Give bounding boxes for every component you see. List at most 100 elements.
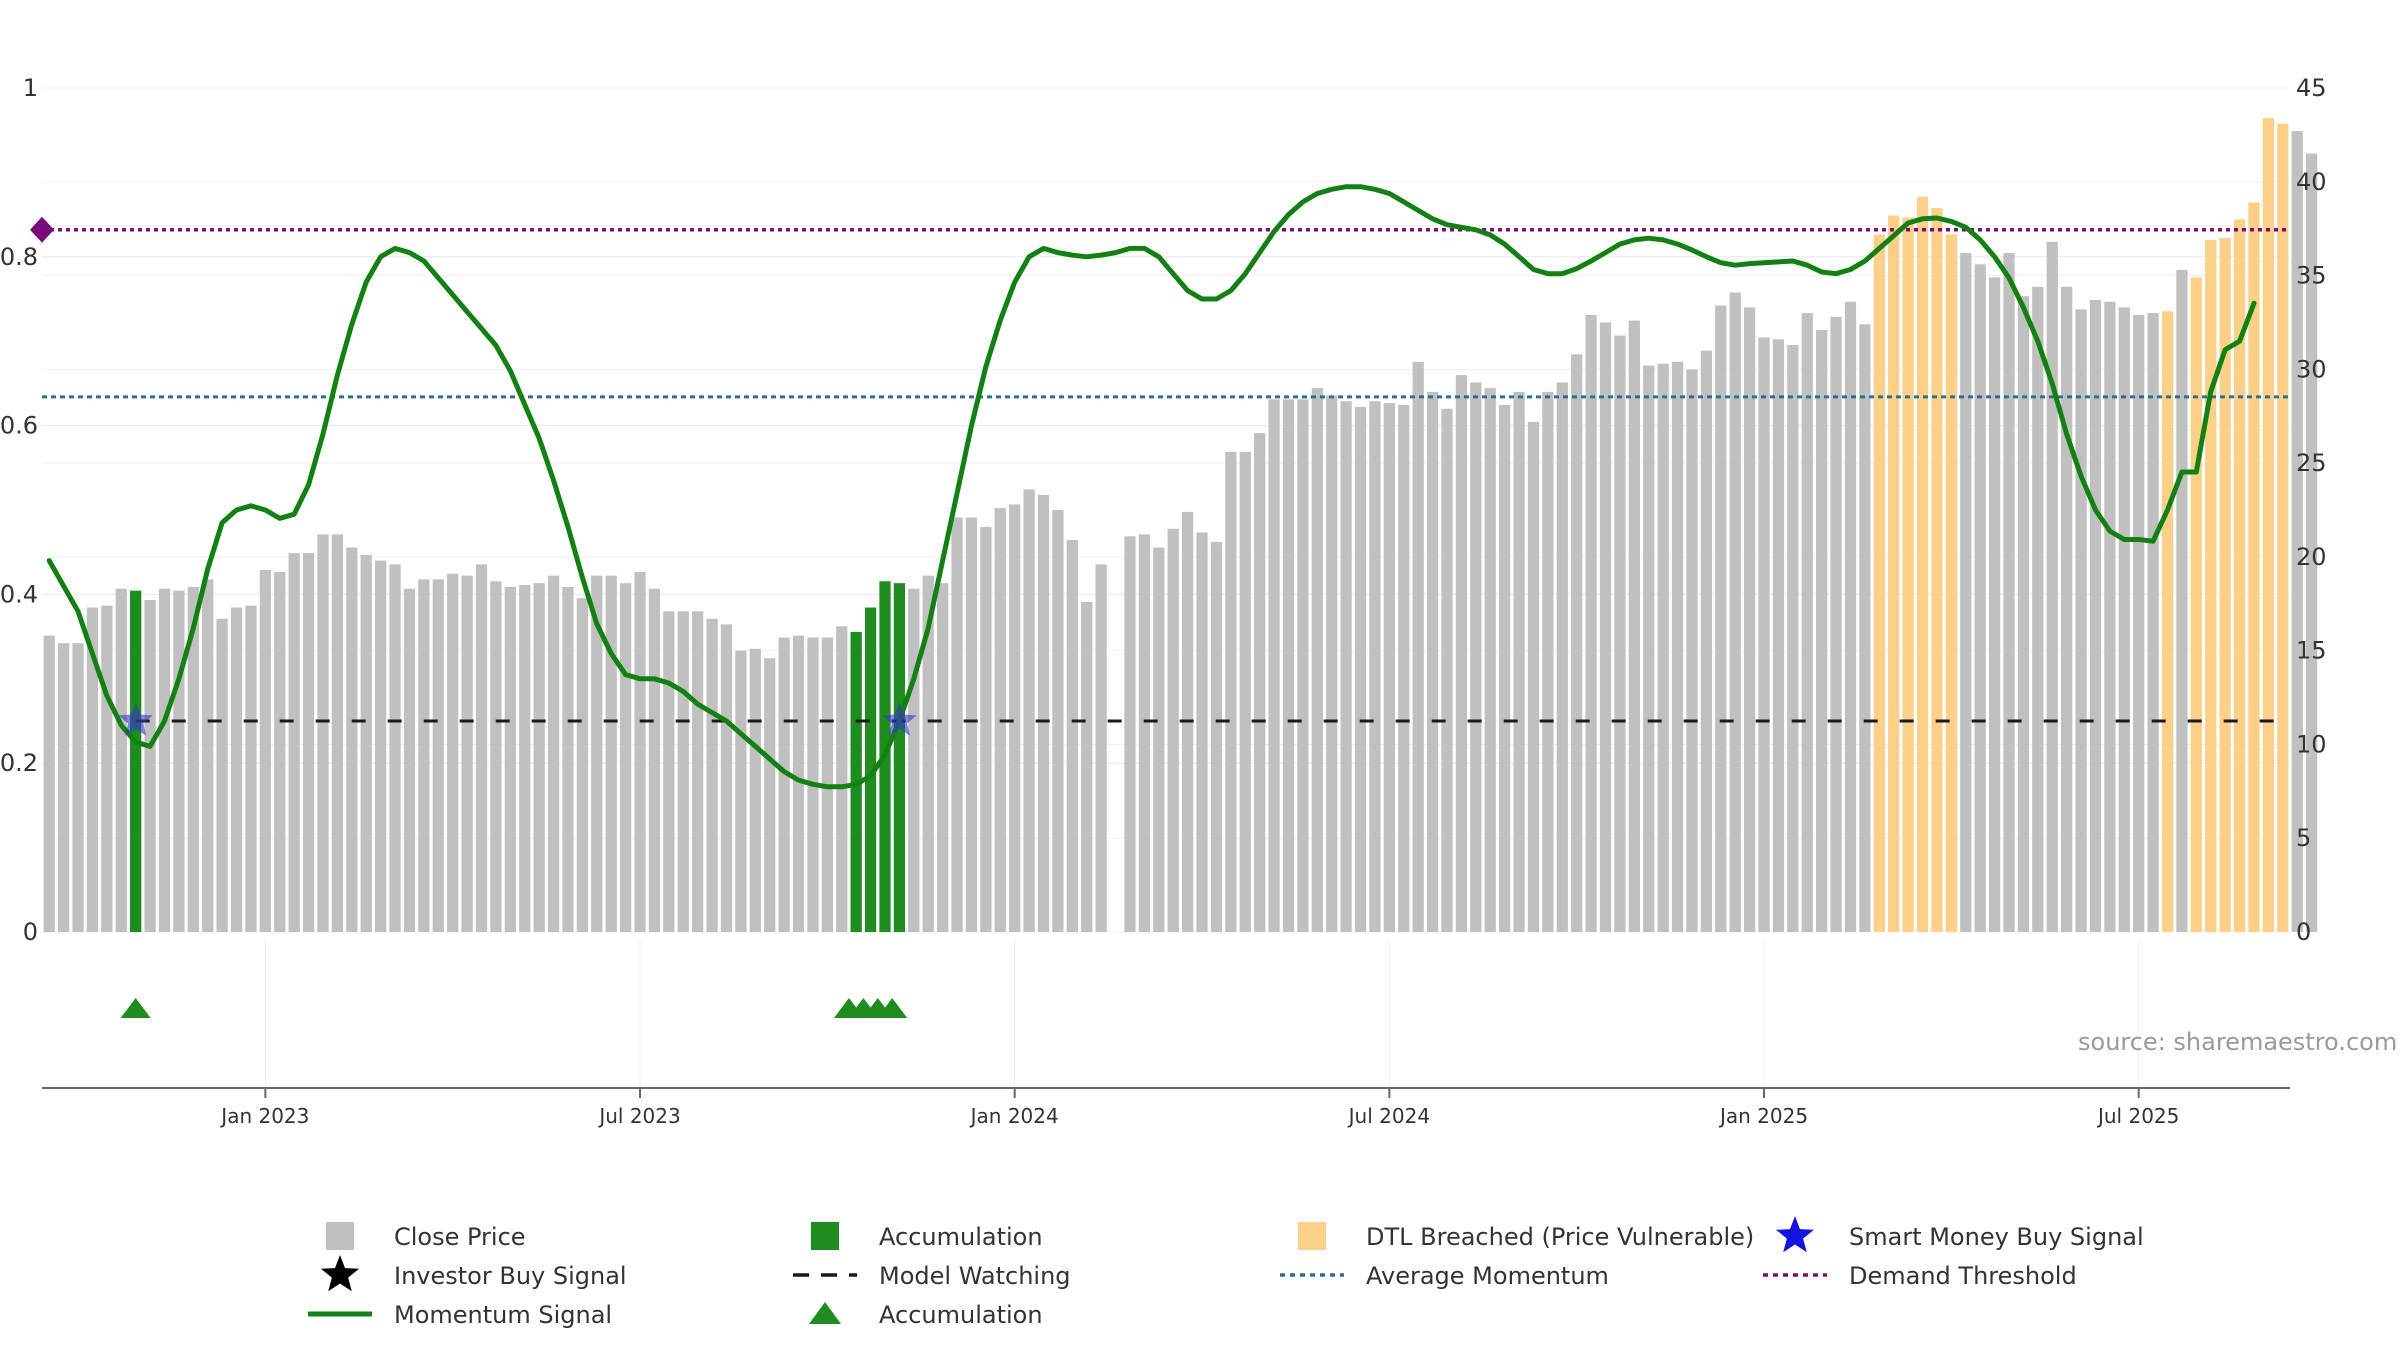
close-price-bar: [2176, 269, 2188, 932]
dtl-breached-bar: [1888, 215, 1900, 933]
close-price-bar: [1455, 374, 1468, 933]
close-price-bar: [144, 600, 156, 932]
close-price-bar: [922, 575, 934, 932]
close-price-bar: [1095, 564, 1107, 932]
close-price-bar: [1801, 313, 1813, 932]
close-price-bar: [576, 598, 588, 932]
close-price-bar: [216, 618, 228, 932]
y-left-tick-label: 0.4: [0, 580, 38, 608]
close-price-bar: [706, 618, 718, 932]
x-tick-label: Jul 2023: [597, 1104, 680, 1128]
dtl-breached-bar: [1916, 196, 1929, 932]
close-price-bar: [288, 553, 300, 932]
close-price-bar: [1513, 391, 1525, 933]
close-price-bar: [1239, 451, 1251, 932]
close-price-bar: [634, 571, 646, 932]
close-price-bar: [461, 575, 473, 932]
close-price-bar: [792, 635, 805, 932]
close-price-bar: [1167, 528, 1179, 932]
close-price-bar: [677, 611, 689, 932]
close-price-bar: [1787, 344, 1799, 932]
close-price-bar: [1124, 536, 1136, 932]
close-price-bar: [1643, 365, 1655, 933]
legend-swatch-square: [1298, 1222, 1326, 1250]
close-price-bar: [1081, 601, 1093, 932]
close-price-bar: [230, 607, 243, 932]
dtl-breached-bar: [1945, 234, 1957, 933]
y-left-tick-label: 0.6: [0, 412, 38, 440]
close-price-bar: [1153, 547, 1165, 932]
close-price-bar: [2147, 313, 2159, 932]
x-tick-label: Jan 2024: [969, 1104, 1059, 1128]
close-price-bar: [749, 648, 761, 932]
close-price-bar: [1556, 382, 1568, 933]
dtl-breached-bar: [2219, 238, 2231, 933]
close-price-bar: [720, 624, 733, 932]
close-price-bar: [1138, 534, 1150, 932]
close-price-bar: [533, 583, 545, 932]
accumulation-bar: [864, 607, 877, 932]
close-price-bar: [778, 637, 790, 932]
close-price-bar: [2061, 286, 2073, 932]
close-price-bar: [692, 611, 704, 932]
close-price-bar: [980, 526, 992, 932]
demand-threshold-marker: [30, 216, 54, 243]
close-price-bar: [1009, 504, 1021, 932]
close-price-bar: [1311, 388, 1323, 933]
legend-swatch-triangle: [809, 1302, 841, 1324]
momentum-signal: [46, 184, 2257, 790]
close-price-bar: [1585, 314, 1597, 932]
close-price-bar: [1859, 324, 1871, 932]
close-price-bar: [735, 650, 747, 932]
dtl-breached-bar: [2277, 123, 2289, 932]
close-price-bar: [58, 643, 70, 932]
close-price-bar: [1700, 350, 1712, 933]
close-price-bar: [1758, 337, 1770, 932]
close-price-bar: [1023, 489, 1035, 932]
x-tick-label: Jul 2025: [2096, 1104, 2179, 1128]
close-price-bar: [1686, 369, 1698, 933]
close-price-bar: [504, 586, 516, 932]
close-price-bar: [648, 588, 661, 932]
y-right-tick-label: 35: [2296, 262, 2327, 290]
axes: 1 0.8 0.6 0.4 0.2 0 45 40 35 30 25 20 15 10 5 0 Jan 2023…: [0, 74, 2327, 1128]
source-label: source: sharemaestro.com: [2078, 1028, 2397, 1056]
close-price-bar: [1744, 307, 1756, 932]
legend-label: Model Watching: [879, 1262, 1071, 1290]
close-price-bar: [202, 579, 214, 932]
close-price-bar: [1542, 391, 1554, 933]
close-price-bar: [1614, 335, 1626, 932]
dtl-breached-bar: [2233, 219, 2246, 933]
gridlines: [42, 87, 2290, 1088]
legend-label: Accumulation: [879, 1301, 1043, 1329]
close-price-bar: [1225, 451, 1237, 932]
close-price-bar: [1426, 391, 1439, 933]
close-price-bar: [2003, 253, 2015, 933]
close-price-bar: [620, 583, 632, 932]
close-price-bar: [1282, 399, 1295, 933]
close-price-bar: [1729, 292, 1741, 932]
close-price-bar: [1354, 406, 1367, 933]
y-left-tick-label: 0.8: [0, 243, 38, 271]
close-price-bar: [302, 553, 315, 932]
y-right-tick-label: 45: [2296, 74, 2327, 102]
close-price-bar: [591, 575, 603, 932]
close-price-bar: [1037, 495, 1050, 932]
close-price-bar: [432, 579, 444, 932]
close-price-bar: [1441, 408, 1453, 933]
close-price-bar: [1196, 532, 1208, 932]
y-left-tick-label: 1: [23, 74, 38, 102]
close-price-bar: [562, 586, 574, 932]
signal-markers: [118, 703, 917, 1018]
accumulation-triangle: [120, 998, 151, 1018]
close-price-bar: [490, 581, 502, 932]
close-price-bar: [1383, 403, 1395, 933]
close-price-bar: [1715, 305, 1727, 932]
legend-label: Investor Buy Signal: [394, 1262, 627, 1290]
close-price-bar: [1412, 361, 1424, 933]
close-price-bar: [1326, 395, 1338, 933]
close-price-bar: [908, 588, 920, 932]
y-left-tick-label: 0: [23, 918, 38, 946]
y-right-tick-label: 30: [2296, 355, 2327, 383]
accumulation-triangle: [877, 998, 908, 1018]
